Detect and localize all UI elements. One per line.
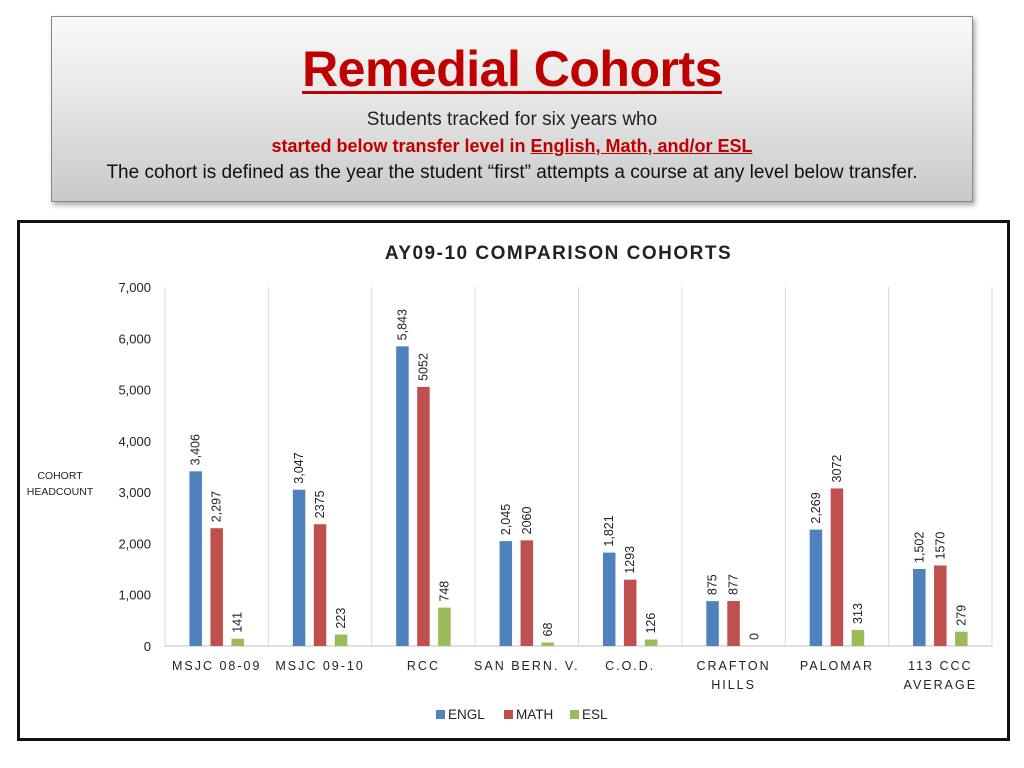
bar-math	[313, 524, 327, 646]
bar-esl	[955, 631, 968, 646]
page-title: Remedial Cohorts	[302, 41, 722, 97]
data-label-math: 877	[727, 574, 741, 595]
bar-engl	[292, 489, 306, 646]
data-label-engl: 3,047	[292, 452, 306, 483]
data-label-engl: 3,406	[189, 434, 203, 465]
y-tick-label: 4,000	[118, 434, 151, 449]
x-tick-label: MSJC 08-09	[172, 659, 261, 673]
data-label-engl: 875	[706, 574, 720, 595]
bar-esl	[851, 629, 865, 646]
subtitle-line-1: Students tracked for six years who	[366, 109, 658, 130]
legend-label-esl: ESL	[582, 707, 608, 722]
data-label-esl: 0	[748, 633, 762, 640]
data-label-engl: 1,502	[912, 532, 926, 563]
data-label-math: 2375	[313, 490, 327, 518]
bar-math	[934, 565, 947, 646]
y-axis-label-line-1: COHORT	[37, 470, 83, 482]
x-tick-label: 113 CCC	[908, 659, 972, 673]
bar-math	[520, 540, 534, 646]
y-tick-label: 2,000	[118, 536, 151, 551]
bar-math	[830, 488, 844, 646]
bar-engl	[809, 529, 823, 646]
data-label-math: 2,297	[210, 491, 224, 522]
data-label-math: 5052	[416, 353, 430, 381]
data-label-esl: 68	[541, 623, 555, 637]
bar-esl	[438, 607, 451, 646]
legend-swatch-esl	[570, 710, 579, 719]
y-tick-label: 5,000	[118, 383, 151, 398]
data-label-esl: 223	[334, 608, 348, 629]
x-tick-label: CRAFTON	[696, 659, 770, 673]
subtitle-line-2: started below transfer level in English,…	[52, 135, 972, 157]
legend-swatch-engl	[436, 710, 445, 719]
header-banner: Remedial Cohorts Students tracked for si…	[51, 16, 973, 202]
bar-esl	[541, 642, 555, 646]
legend-swatch-math	[504, 710, 513, 719]
chart-title: AY09-10 COMPARISON COHORTS	[385, 243, 732, 264]
legend-label-engl: ENGL	[448, 707, 485, 722]
legend-label-math: MATH	[516, 707, 553, 722]
bar-engl	[396, 346, 409, 646]
data-label-engl: 2,045	[499, 504, 513, 535]
x-tick-label: PALOMAR	[800, 659, 874, 673]
subtitle-line-2-subjects: English, Math, and/or ESL	[530, 136, 753, 156]
data-label-esl: 279	[954, 605, 968, 626]
data-label-engl: 2,269	[809, 492, 823, 523]
data-label-engl: 5,843	[395, 309, 409, 340]
x-tick-label: MSJC 09-10	[275, 659, 364, 673]
bar-math	[727, 601, 740, 646]
y-tick-label: 6,000	[118, 331, 151, 346]
cohort-definition: The cohort is defined as the year the st…	[106, 162, 918, 183]
data-label-esl: 313	[851, 603, 865, 624]
data-label-esl: 126	[644, 613, 658, 634]
x-tick-label: SAN BERN. V.	[474, 659, 580, 673]
bar-engl	[602, 552, 616, 646]
bar-math	[417, 386, 430, 646]
chart-frame: AY09-10 COMPARISON COHORTS COHORT HEADCOUN…	[17, 220, 1010, 741]
data-label-math: 1570	[933, 532, 947, 560]
bar-engl	[706, 601, 719, 646]
bar-esl	[231, 638, 244, 646]
bar-math	[623, 579, 637, 646]
y-tick-label: 3,000	[118, 485, 151, 500]
data-label-math: 3072	[830, 455, 844, 483]
data-label-engl: 1,821	[602, 515, 616, 546]
bar-chart: AY09-10 COMPARISON COHORTS COHORT HEADCOUN…	[27, 243, 993, 722]
x-tick-label: RCC	[407, 659, 440, 673]
y-tick-label: 0	[144, 639, 151, 654]
data-label-math: 2060	[520, 506, 534, 534]
x-tick-label: C.O.D.	[605, 659, 655, 673]
bar-engl	[913, 568, 926, 646]
bar-engl	[189, 471, 202, 646]
y-tick-label: 1,000	[118, 588, 151, 603]
subtitle-line-2-prefix: started below transfer level in	[271, 136, 531, 156]
x-tick-label: HILLS	[711, 678, 756, 692]
data-label-esl: 748	[437, 581, 451, 602]
data-label-esl: 141	[231, 612, 245, 633]
bar-esl	[334, 634, 348, 646]
y-axis-label-line-2: HEADCOUNT	[27, 486, 94, 498]
x-tick-label: AVERAGE	[904, 678, 978, 692]
bar-math	[210, 528, 223, 646]
bar-esl	[644, 639, 658, 646]
data-label-math: 1293	[623, 546, 637, 574]
y-tick-label: 7,000	[118, 280, 151, 295]
bar-engl	[499, 541, 513, 646]
